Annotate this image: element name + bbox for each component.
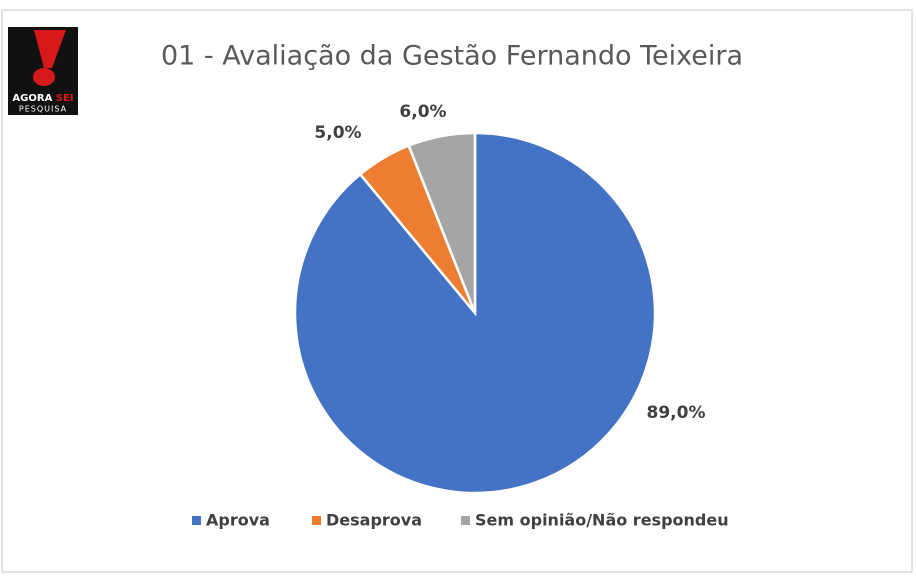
pie-slice <box>407 131 477 314</box>
data-label: 6,0% <box>399 102 446 122</box>
data-label: 5,0% <box>314 123 361 143</box>
logo: AGORA SEI PESQUISA <box>8 27 78 115</box>
legend-label: Aprova <box>206 511 270 530</box>
legend-label: Sem opinião/Não respondeu <box>475 511 729 530</box>
chart-title: 01 - Avaliação da Gestão Fernando Teixei… <box>161 41 743 72</box>
legend-marker <box>461 516 470 525</box>
logo-word: SEI <box>56 93 74 104</box>
legend-marker <box>192 516 201 525</box>
legend-label: Desaprova <box>326 511 422 530</box>
legend-marker <box>312 516 321 525</box>
logo-text: AGORA SEI <box>12 93 73 104</box>
data-label: 89,0% <box>647 403 706 423</box>
logo-word: AGORA <box>12 93 52 104</box>
logo-subtext: PESQUISA <box>19 105 67 114</box>
